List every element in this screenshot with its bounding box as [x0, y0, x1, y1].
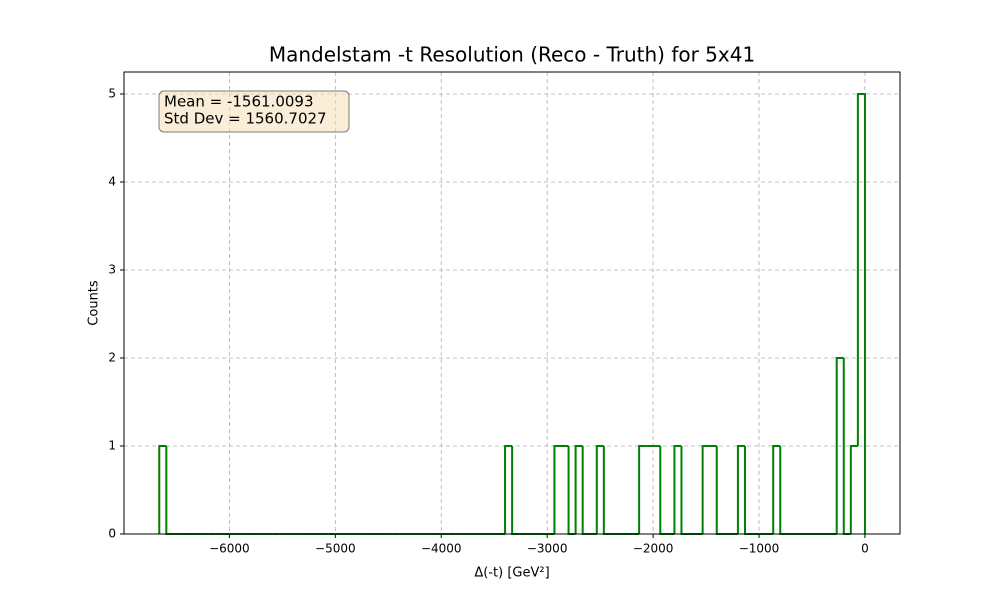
histogram-bin — [779, 446, 788, 535]
histogram-bin — [567, 446, 576, 535]
plot-frame — [123, 71, 901, 535]
histogram-bin — [659, 446, 668, 535]
chart-title: Mandelstam -t Resolution (Reco - Truth) … — [269, 43, 755, 67]
x-tick-label: −6000 — [209, 542, 250, 556]
x-tick-label: −1000 — [739, 542, 780, 556]
histogram-bin — [835, 357, 844, 534]
histogram-bin — [602, 446, 611, 535]
y-axis-label: Counts — [87, 280, 102, 326]
y-tick-label: 0 — [108, 527, 116, 541]
histogram-bin — [701, 445, 710, 534]
y-tick-label: 3 — [108, 263, 116, 277]
histogram-bin — [504, 445, 513, 534]
histogram-bin — [595, 445, 604, 534]
stats-box — [158, 90, 350, 133]
x-tick-label: −2000 — [633, 542, 674, 556]
x-tick-label: −5000 — [315, 542, 356, 556]
histogram-bin — [856, 93, 866, 534]
x-tick-label: −4000 — [421, 542, 462, 556]
y-tick-label: 2 — [108, 351, 116, 365]
histogram-bin — [743, 446, 753, 535]
x-tick-label: −3000 — [527, 542, 568, 556]
histogram-bin — [511, 446, 520, 535]
histogram-bin — [581, 446, 590, 535]
stats-text: Std Dev = 1560.7027 — [164, 110, 327, 128]
y-tick-label: 4 — [108, 175, 116, 189]
histogram-bin — [680, 446, 689, 535]
histogram-bin — [574, 445, 583, 534]
histogram-bin — [715, 446, 724, 535]
histogram-bin — [849, 445, 858, 534]
histogram-bin — [736, 445, 745, 534]
x-axis-label: Δ(-t) [GeV²] — [474, 566, 549, 581]
histogram-bin — [553, 445, 562, 534]
y-tick-label: 1 — [108, 439, 116, 453]
y-tick-label: 5 — [108, 87, 116, 101]
histogram-bin — [673, 445, 682, 534]
histogram-bin — [165, 446, 174, 535]
histogram-bin — [158, 445, 167, 534]
x-tick-label: 0 — [861, 542, 869, 556]
histogram-bin — [772, 445, 781, 534]
stats-text: Mean = -1561.0093 — [164, 93, 314, 111]
histogram-bin — [638, 445, 647, 534]
